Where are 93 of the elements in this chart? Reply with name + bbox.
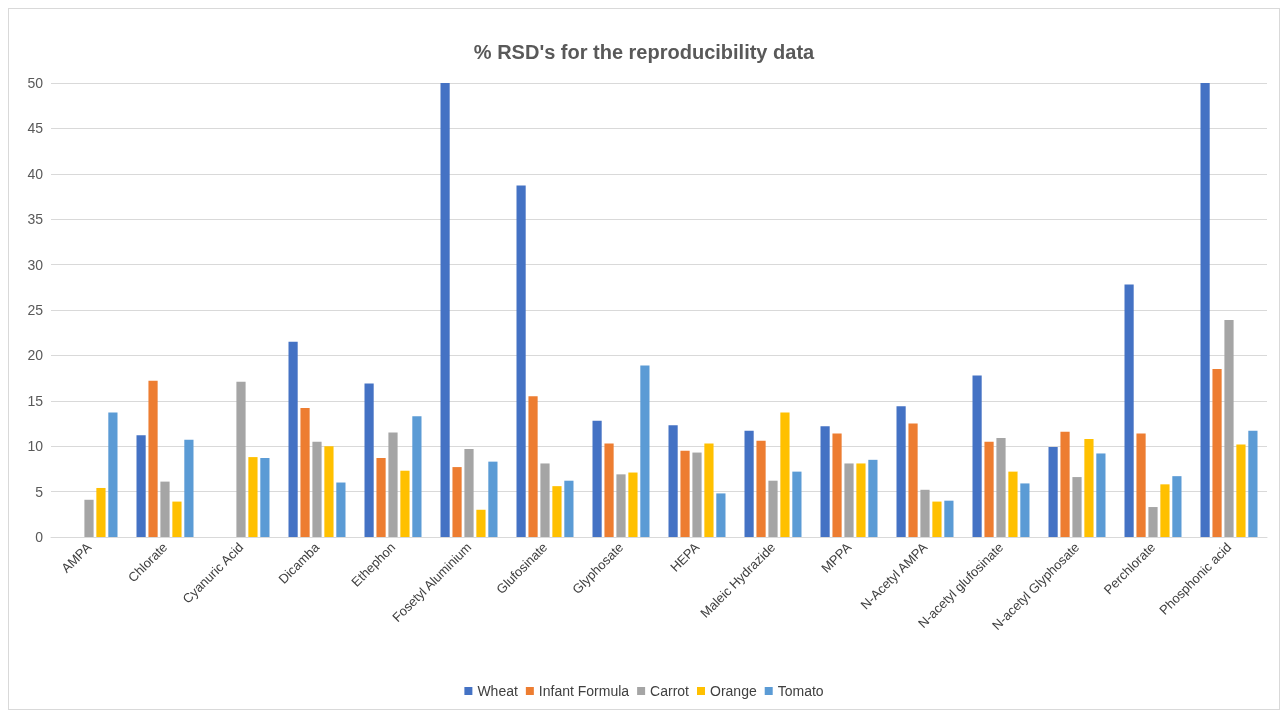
bar xyxy=(236,381,246,537)
bar xyxy=(148,380,158,537)
bar xyxy=(756,440,766,537)
y-tick-label: 30 xyxy=(27,256,44,273)
bar xyxy=(1096,453,1106,537)
bar xyxy=(564,480,574,537)
bar xyxy=(972,375,982,537)
bar xyxy=(780,412,790,537)
bar xyxy=(908,423,918,537)
bar xyxy=(248,457,258,537)
bar xyxy=(476,509,486,537)
bar xyxy=(516,185,526,537)
bar xyxy=(440,83,450,537)
bar xyxy=(1084,438,1094,537)
bar xyxy=(184,439,194,537)
bar xyxy=(768,480,778,537)
bar xyxy=(312,441,322,537)
bar xyxy=(592,420,602,537)
bar xyxy=(832,433,842,537)
bar xyxy=(84,499,94,537)
y-tick-label: 10 xyxy=(27,438,44,455)
bar xyxy=(464,448,474,537)
y-tick-label: 0 xyxy=(35,529,44,545)
bar xyxy=(412,416,422,537)
y-tick-label: 20 xyxy=(27,347,44,364)
bar xyxy=(640,365,650,537)
bar xyxy=(668,425,678,537)
bar xyxy=(364,383,374,537)
bar xyxy=(792,471,802,537)
y-tick-label: 40 xyxy=(27,165,44,182)
bar xyxy=(896,406,906,537)
bar xyxy=(1148,507,1158,537)
y-tick-label: 45 xyxy=(27,120,44,137)
bar xyxy=(1008,471,1018,537)
chart-title: % RSD's for the reproducibility data xyxy=(473,41,816,63)
bar xyxy=(1160,484,1170,537)
bar xyxy=(388,432,398,537)
bar xyxy=(944,500,954,537)
bar xyxy=(260,458,270,537)
legend-label: Tomato xyxy=(777,683,824,699)
bar xyxy=(400,470,410,537)
y-tick-label: 35 xyxy=(27,211,44,228)
bar xyxy=(1236,444,1246,537)
bar xyxy=(108,412,118,537)
bar xyxy=(844,463,854,537)
bar xyxy=(160,481,170,537)
bar xyxy=(856,463,866,537)
bar xyxy=(932,501,942,537)
y-tick-label: 25 xyxy=(27,302,44,318)
legend-label: Orange xyxy=(710,683,757,699)
bar xyxy=(452,467,462,537)
bar xyxy=(172,501,182,537)
y-tick-label: 50 xyxy=(27,75,44,91)
bar xyxy=(628,472,638,537)
bar xyxy=(1020,483,1030,537)
bar xyxy=(604,443,614,537)
bar xyxy=(288,341,298,537)
bar xyxy=(704,443,714,537)
bar xyxy=(1060,431,1070,537)
bar xyxy=(540,463,550,537)
bar xyxy=(96,487,106,537)
y-tick-label: 15 xyxy=(27,392,44,409)
bar xyxy=(376,458,386,537)
bar xyxy=(552,486,562,537)
bar xyxy=(920,489,930,537)
y-tick-label: 5 xyxy=(35,483,44,500)
bar xyxy=(1248,430,1258,537)
bar xyxy=(300,408,310,537)
bar xyxy=(1072,477,1082,537)
bar xyxy=(680,450,690,537)
bar xyxy=(692,452,702,537)
bar xyxy=(716,493,726,537)
bar xyxy=(324,446,334,537)
bar xyxy=(528,396,538,537)
bar xyxy=(1212,369,1222,537)
bar xyxy=(616,474,626,537)
bar xyxy=(820,426,830,537)
bar xyxy=(1136,433,1146,537)
legend-label: Wheat xyxy=(477,683,518,699)
bar xyxy=(984,441,994,537)
legend-label: Carrot xyxy=(650,683,690,699)
bar xyxy=(336,482,346,537)
bar xyxy=(1224,319,1234,537)
bar xyxy=(744,430,754,537)
bar xyxy=(868,459,878,537)
bar xyxy=(996,438,1006,537)
bar xyxy=(1200,83,1210,537)
bar xyxy=(1048,447,1058,537)
bar xyxy=(1172,476,1182,537)
bar xyxy=(488,461,498,537)
bar xyxy=(136,435,146,537)
bar xyxy=(1124,284,1134,537)
legend-label: Infant Formula xyxy=(538,683,630,699)
